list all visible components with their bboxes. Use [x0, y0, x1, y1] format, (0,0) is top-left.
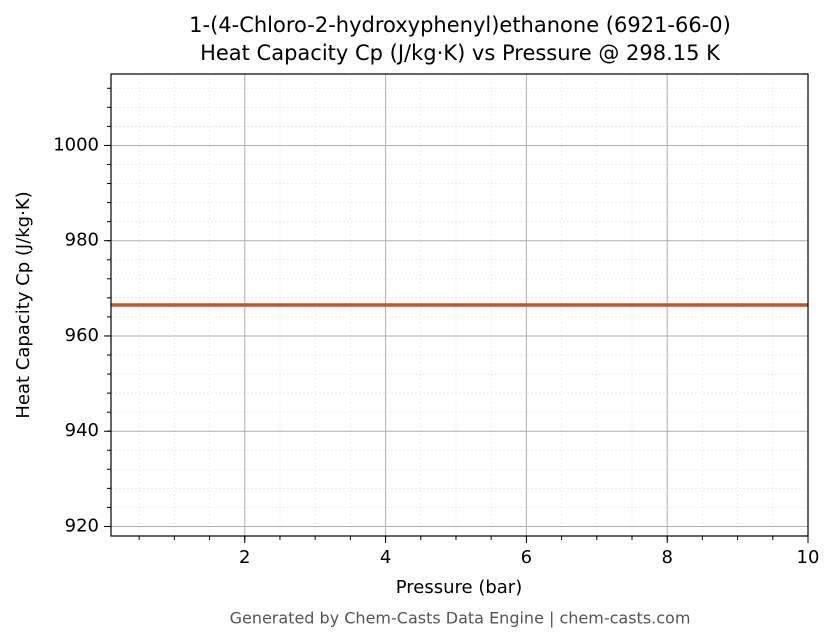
chart-subtitle: Heat Capacity Cp (J/kg·K) vs Pressure @ … — [200, 41, 721, 65]
footer: Generated by Chem-Casts Data Engine | ch… — [230, 609, 691, 628]
y-tick-label: 960 — [65, 325, 99, 346]
x-tick-label: 4 — [380, 547, 391, 568]
y-tick-label: 940 — [65, 420, 99, 441]
x-tick-label: 2 — [239, 547, 250, 568]
y-tick-label: 980 — [65, 230, 99, 251]
x-tick-label: 6 — [521, 547, 532, 568]
x-tick-label: 8 — [661, 547, 672, 568]
y-axis-label: Heat Capacity Cp (J/kg·K) — [13, 191, 34, 418]
x-axis-label: Pressure (bar) — [396, 577, 522, 598]
plot-frame — [110, 73, 809, 537]
y-tick-label: 1000 — [53, 134, 99, 155]
chart-title: 1-(4-Chloro-2-hydroxyphenyl)ethanone (69… — [189, 13, 731, 37]
y-tick-label: 920 — [65, 515, 99, 536]
x-tick-label: 10 — [797, 547, 820, 568]
